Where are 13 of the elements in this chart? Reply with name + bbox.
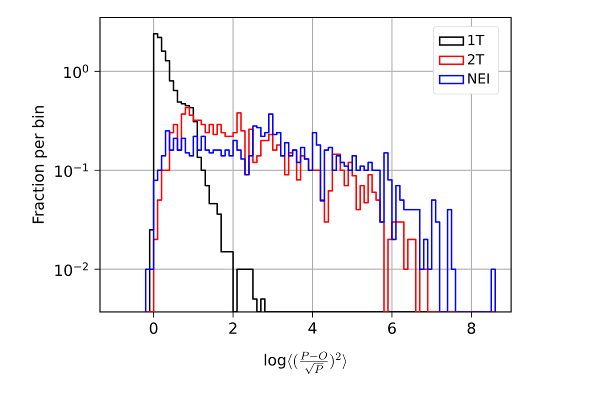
x-tick-label: 6 — [388, 322, 396, 334]
y-axis-title: Fraction per bin — [32, 106, 47, 224]
y-tick-label: 10$^{−2}$ — [55, 262, 88, 276]
y-tick-label: 10$^{0}$ — [64, 64, 88, 78]
legend-label: 1T — [468, 34, 484, 46]
y-tick-label: 10$^{−1}$ — [55, 164, 88, 178]
x-tick-label: 4 — [308, 322, 317, 334]
legend-label: NEI — [468, 73, 489, 84]
x-tick-label: 0 — [150, 322, 158, 334]
x-tick-label: 2 — [229, 322, 236, 334]
x-axis-title: $\log\langle(\frac{P-O}{\sqrt{P}})^{2}\rangle$ — [264, 352, 346, 374]
x-tick-label: 8 — [468, 322, 476, 334]
legend-label: 2T — [468, 54, 484, 64]
